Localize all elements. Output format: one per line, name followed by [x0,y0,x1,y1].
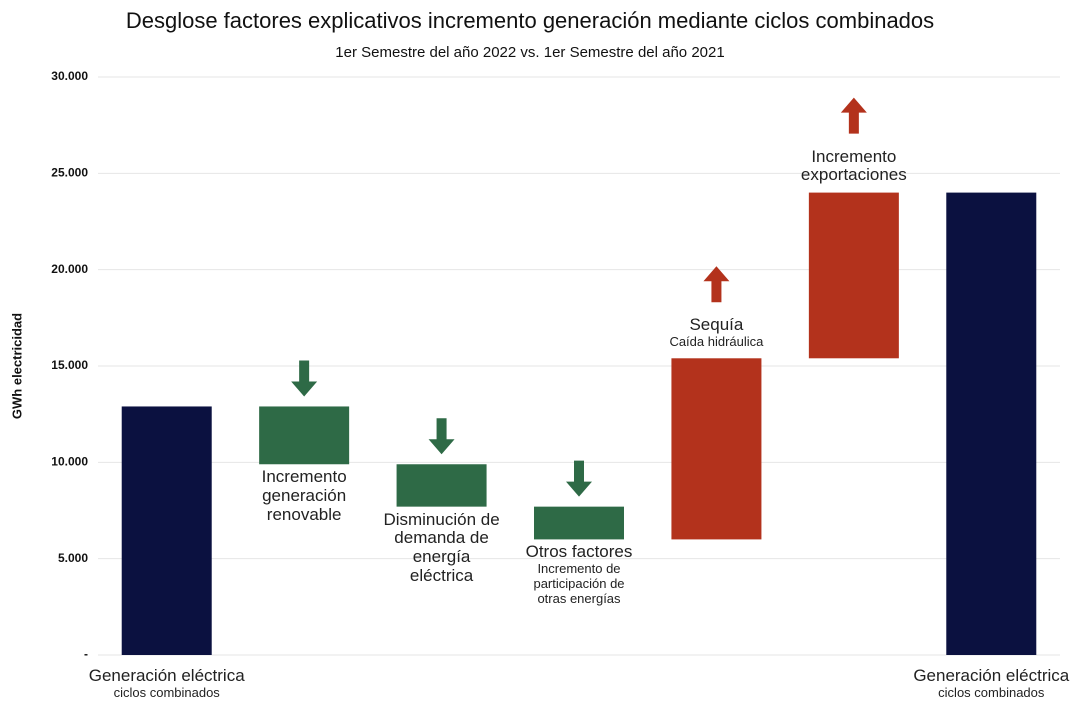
direction-arrow [291,360,318,397]
bar [259,406,350,465]
direction-arrow [840,97,867,134]
category-sublabel: ciclos combinados [113,684,220,700]
y-tick-label: 25.000 [51,166,88,180]
category-label: Generación eléctrica ciclos combinados [891,666,1083,701]
y-tick-label: 5.000 [58,551,88,565]
category-name: Generación eléctrica [913,666,1070,685]
bar [396,464,487,507]
y-tick-label: 15.000 [51,358,88,372]
direction-arrow [428,418,455,455]
bar [534,506,624,540]
y-tick-label: 30.000 [51,69,88,83]
category-sublabel: Incremento de participación de otras ene… [533,561,625,606]
category-sublabel: ciclos combinados [938,684,1045,700]
category-label: Incremento generación renovable [244,467,364,524]
category-label: Otros factores Incremento de participació… [519,543,639,607]
category-name: Incremento generación renovable [261,467,347,524]
y-tick-label: 10.000 [51,455,88,469]
bar [946,192,1037,655]
category-sublabel: Caída hidráulica [669,333,764,349]
y-tick-label: 20.000 [51,262,88,276]
direction-arrow [703,266,730,303]
bar [121,406,212,655]
category-label: Incremento exportaciones [794,146,914,185]
chart-title: Desglose factores explicativos increment… [126,8,934,33]
category-name: Generación eléctrica [88,666,245,685]
bar [808,192,899,359]
category-label: Disminución de demanda de energía eléctr… [382,509,502,586]
category-name: Disminución de demanda de energía eléctr… [383,509,500,585]
y-tick-label: - [84,647,88,661]
bar [671,358,762,540]
y-axis-label: GWh electricidad [9,313,24,419]
category-name: Sequía [689,315,744,335]
direction-arrow [566,460,592,497]
category-name: Otros factores [525,542,633,562]
category-label: Generación eléctrica ciclos combinados [67,666,267,701]
category-label: Sequía Caída hidráulica [656,316,776,350]
chart-subtitle: 1er Semestre del año 2022 vs. 1er Semest… [335,44,724,61]
category-name: Incremento exportaciones [800,146,907,185]
